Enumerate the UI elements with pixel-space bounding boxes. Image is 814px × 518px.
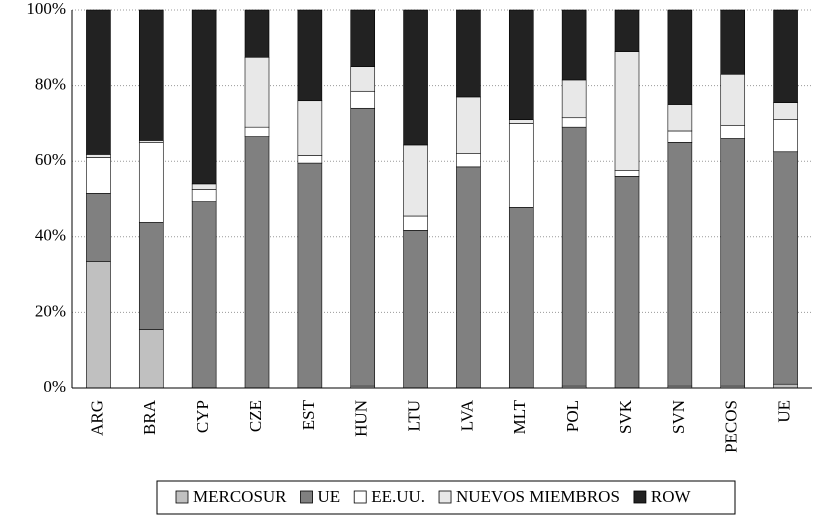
bar-segment <box>191 9 217 185</box>
bar-segment <box>561 9 587 81</box>
bar-segment <box>191 189 217 202</box>
bar-segment <box>350 90 376 109</box>
y-tick-label: 40% <box>35 226 66 245</box>
bar-segment <box>773 9 798 103</box>
bar-segment <box>138 142 164 223</box>
x-tick-label: POL <box>563 400 582 432</box>
bar-segment <box>86 154 111 158</box>
bar-segment <box>86 9 111 155</box>
y-tick-label: 0% <box>43 377 66 396</box>
bar-segment <box>244 56 270 128</box>
bar-segment <box>403 144 428 217</box>
bar-segment <box>614 176 640 389</box>
bar-segment <box>667 9 693 105</box>
legend-label: NUEVOS MIEMBROS <box>456 487 620 506</box>
bar-segment <box>720 9 746 75</box>
legend-label: ROW <box>651 487 692 506</box>
bar-segment <box>773 151 798 385</box>
bar-segment <box>614 51 640 171</box>
bar-segment <box>297 100 323 156</box>
bar-segment <box>297 9 323 102</box>
bar-segment <box>138 222 164 330</box>
legend-swatch <box>175 490 189 504</box>
bar-segment <box>456 96 481 154</box>
bar-segment <box>773 119 798 153</box>
bar-segment <box>191 201 217 389</box>
bar-segment <box>350 107 376 387</box>
bar-segment <box>244 126 270 137</box>
legend-swatch <box>633 490 647 504</box>
y-tick-label: 80% <box>35 75 66 94</box>
bar-segment <box>403 215 428 231</box>
bar-segment <box>561 79 587 119</box>
x-tick-label: PECOS <box>722 400 741 453</box>
x-tick-label: MLT <box>510 399 529 434</box>
y-tick-label: 100% <box>26 0 66 18</box>
x-tick-label: BRA <box>140 399 159 435</box>
bar-segment <box>720 73 746 126</box>
legend-swatch <box>300 490 313 504</box>
bar-segment <box>667 130 693 143</box>
x-tick-label: LTU <box>404 400 423 432</box>
bar-segment <box>350 9 376 68</box>
y-tick-label: 20% <box>35 301 66 320</box>
x-tick-label: CYP <box>193 400 212 433</box>
bar-segment <box>244 136 270 389</box>
bar-segment <box>403 230 428 389</box>
x-tick-label: UE <box>774 400 793 423</box>
bar-segment <box>720 124 746 139</box>
bar-segment <box>456 153 481 168</box>
bar-segment <box>86 193 111 262</box>
bar-segment <box>773 102 798 120</box>
x-tick-label: CZE <box>246 400 265 432</box>
legend-swatch <box>438 490 452 504</box>
bar-segment <box>667 104 693 132</box>
legend-label: MERCOSUR <box>193 487 287 506</box>
legend-label: EE.UU. <box>371 487 425 506</box>
legend-swatch <box>353 490 367 504</box>
bar-segment <box>667 142 693 387</box>
bar-segment <box>720 138 746 387</box>
x-tick-label: LVA <box>457 399 476 431</box>
bar-segment <box>86 261 111 389</box>
bar-segment <box>508 9 534 120</box>
bar-segment <box>297 162 323 389</box>
bar-segment <box>614 170 640 177</box>
bar-segment <box>508 119 534 124</box>
bar-segment <box>508 207 534 389</box>
bar-segment <box>456 9 481 98</box>
legend-label: UE <box>318 487 341 506</box>
bar-segment <box>86 157 111 194</box>
bar-segment <box>508 123 534 208</box>
x-tick-label: EST <box>299 399 318 430</box>
bar-segment <box>297 155 323 164</box>
bar-segment <box>350 66 376 92</box>
y-tick-label: 60% <box>35 150 66 169</box>
bar-segment <box>456 166 481 389</box>
bar-segment <box>614 9 640 52</box>
bar-segment <box>403 9 428 146</box>
bar-segment <box>191 183 217 190</box>
x-tick-label: SVN <box>669 400 688 434</box>
bar-segment <box>561 117 587 128</box>
x-tick-label: ARG <box>87 400 106 436</box>
x-tick-label: HUN <box>352 400 371 437</box>
bar-segment <box>561 126 587 387</box>
bar-segment <box>138 9 164 141</box>
bar-segment <box>138 329 164 389</box>
bar-segment <box>773 383 798 389</box>
x-tick-label: SVK <box>616 399 635 434</box>
bar-segment <box>244 9 270 58</box>
